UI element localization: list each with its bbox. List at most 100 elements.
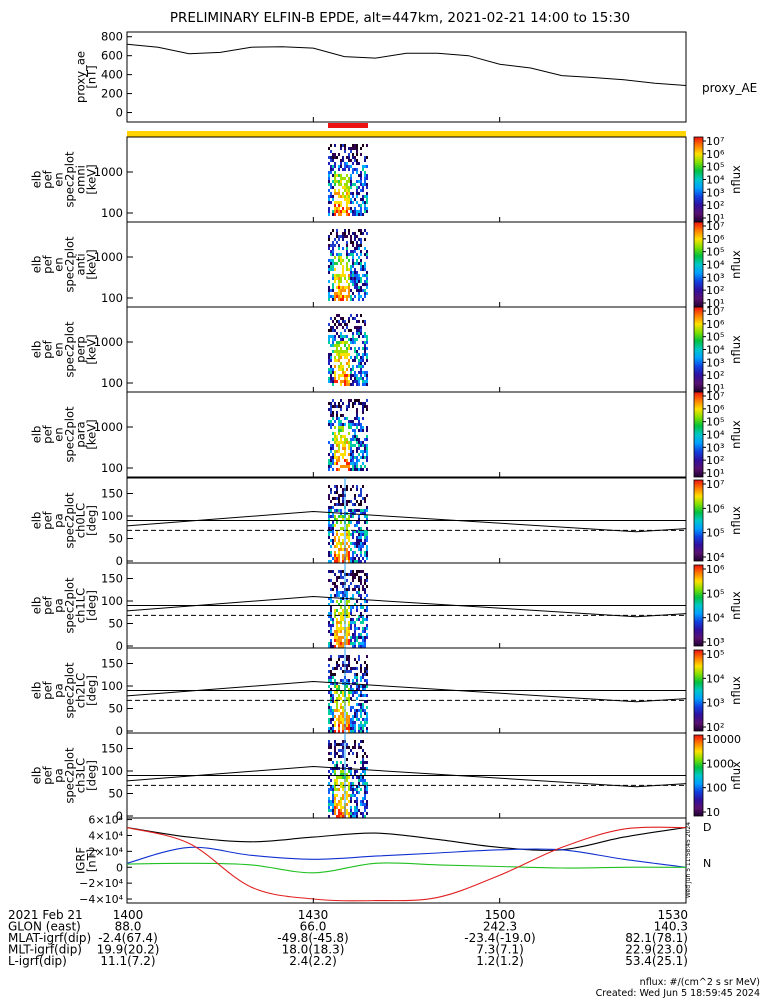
spectrogram-cell <box>334 700 336 703</box>
spectrogram-cell <box>350 329 352 332</box>
spectrogram-cell <box>342 168 344 171</box>
spectrogram-cell <box>354 268 356 271</box>
ylabel-line: spec2plot <box>63 406 77 463</box>
spectrogram-cell <box>336 456 338 459</box>
spectrogram-cell <box>366 232 368 235</box>
spectrogram-cell <box>350 147 352 150</box>
spectrogram-cell <box>332 165 334 168</box>
y-tick-label: 150 <box>101 487 123 501</box>
spectrogram-cell <box>336 180 338 183</box>
anti-loss-cone-line <box>126 680 687 703</box>
spectrogram-cell <box>332 229 334 232</box>
spectrogram-cell <box>330 645 332 648</box>
spectrogram-cell <box>340 429 342 432</box>
spectrogram-cell <box>350 618 352 621</box>
colorbar-label: nflux <box>729 761 743 790</box>
spectrogram-cell <box>338 259 340 262</box>
spectrogram-cell <box>342 365 344 368</box>
spectrogram-cell <box>350 557 352 560</box>
ylabel-line: spec2plot <box>63 321 77 378</box>
spectrogram-cell <box>362 639 364 642</box>
spectrogram-cell <box>350 533 352 536</box>
spectrogram-cell <box>342 232 344 235</box>
spectrogram-cell <box>332 405 334 408</box>
spectrogram-cell <box>342 210 344 213</box>
spectrogram-cell <box>348 186 350 189</box>
spectrogram-cell <box>366 755 368 758</box>
spectrogram-cell <box>338 721 340 724</box>
spectrogram-cell <box>346 462 348 465</box>
spectrogram-cell <box>360 374 362 377</box>
y-tick-label: 2×10⁴ <box>88 845 123 858</box>
spectrogram-cell <box>328 368 330 371</box>
spectrogram-cell <box>356 815 358 818</box>
spectrogram-cell <box>344 168 346 171</box>
spectrogram-cell <box>360 767 362 770</box>
spectrogram-cell <box>332 809 334 812</box>
spectrogram-cell <box>360 800 362 803</box>
spectrogram-cell <box>334 594 336 597</box>
spectrogram-cell <box>360 268 362 271</box>
spectrogram-cell <box>334 755 336 758</box>
spectrogram-cell <box>356 435 358 438</box>
spectrogram-cell <box>346 417 348 420</box>
spectrogram-cell <box>360 423 362 426</box>
spectrogram-cell <box>334 380 336 383</box>
spectrogram-cell <box>336 503 338 506</box>
spectrogram-cell <box>342 743 344 746</box>
spectrogram-cell <box>364 718 366 721</box>
spectrogram-cell <box>362 588 364 591</box>
spectrogram-cell <box>358 570 360 573</box>
spectrogram-cell <box>366 803 368 806</box>
spectrogram-cell <box>346 609 348 612</box>
spectrogram-cell <box>354 274 356 277</box>
spectrogram-cell <box>362 718 364 721</box>
spectrogram-cell <box>346 724 348 727</box>
spectrogram-cell <box>330 624 332 627</box>
spectrogram-cell <box>358 533 360 536</box>
spectrogram-cell <box>348 320 350 323</box>
spectrogram-cell <box>356 488 358 491</box>
spectrogram-cell <box>348 253 350 256</box>
spectrogram-cell <box>330 377 332 380</box>
spectrogram-cell <box>358 329 360 332</box>
spectrogram-cell <box>356 485 358 488</box>
spectrogram-cell <box>342 746 344 749</box>
spectrogram-cell <box>346 500 348 503</box>
spectrogram-cell <box>358 441 360 444</box>
spectrogram-cell <box>354 402 356 405</box>
spectrogram-cell <box>346 591 348 594</box>
spectrogram-cell <box>366 292 368 295</box>
spectrogram-cell <box>342 618 344 621</box>
spectrogram-cell <box>358 210 360 213</box>
spectrogram-cell <box>330 359 332 362</box>
spectrogram-cell <box>340 435 342 438</box>
spectrogram-cell <box>344 286 346 289</box>
spectrogram-cell <box>362 797 364 800</box>
spectrogram-cell <box>334 767 336 770</box>
spectrogram-cell <box>330 295 332 298</box>
spectrogram-cell <box>354 542 356 545</box>
spectrogram-cell <box>364 515 366 518</box>
ylabel-line: ch3LC <box>74 758 88 793</box>
spectrogram-cell <box>334 667 336 670</box>
spectrogram-cell <box>334 180 336 183</box>
spectrogram-cell <box>346 630 348 633</box>
spectrogram-cell <box>352 533 354 536</box>
omni-frame <box>126 136 687 223</box>
spectrogram-cell <box>352 715 354 718</box>
spectrogram-cell <box>334 515 336 518</box>
spectrogram-cell <box>332 350 334 353</box>
spectrogram-cell <box>346 326 348 329</box>
spectrogram-cell <box>338 256 340 259</box>
spectrogram-cell <box>336 229 338 232</box>
spectrogram-cell <box>348 380 350 383</box>
spectrogram-cell <box>366 438 368 441</box>
spectrogram-cell <box>334 752 336 755</box>
spectrogram-cell <box>358 247 360 250</box>
spectrogram-cell <box>364 521 366 524</box>
spectrogram-cell <box>364 618 366 621</box>
spectrogram-cell <box>346 213 348 216</box>
spectrogram-cell <box>334 189 336 192</box>
spectrogram-cell <box>348 621 350 624</box>
